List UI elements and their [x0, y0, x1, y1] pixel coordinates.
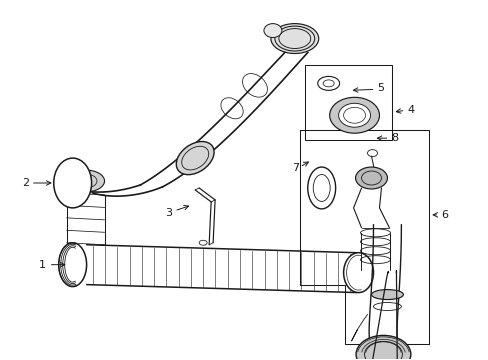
- Ellipse shape: [371, 289, 403, 300]
- Ellipse shape: [329, 97, 379, 133]
- Bar: [304, 66, 392, 140]
- Text: 8: 8: [390, 133, 398, 143]
- Ellipse shape: [54, 158, 91, 208]
- Ellipse shape: [355, 336, 410, 360]
- Ellipse shape: [355, 167, 386, 189]
- Ellipse shape: [176, 141, 214, 175]
- Text: 4: 4: [407, 105, 414, 115]
- Text: 6: 6: [440, 210, 447, 220]
- Ellipse shape: [338, 103, 370, 127]
- Text: 7: 7: [291, 163, 298, 173]
- Text: 3: 3: [165, 208, 172, 218]
- Text: 5: 5: [377, 84, 384, 93]
- Text: 2: 2: [21, 178, 29, 188]
- Ellipse shape: [264, 24, 281, 37]
- Ellipse shape: [66, 170, 104, 192]
- Ellipse shape: [343, 253, 373, 293]
- Text: 1: 1: [39, 260, 46, 270]
- Ellipse shape: [270, 24, 318, 54]
- Ellipse shape: [59, 243, 86, 287]
